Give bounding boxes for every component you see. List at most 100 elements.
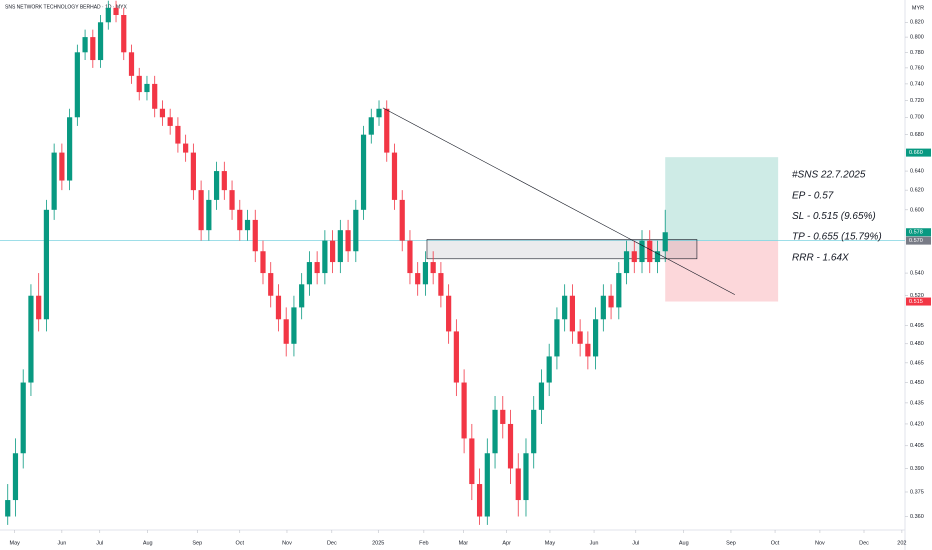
candle-body [554,319,560,357]
candle-body [20,382,26,454]
candle-body [144,83,150,93]
candle-body [353,209,359,252]
candle-body [384,108,390,153]
annotation: #SNS 22.7.2025 [792,170,866,181]
candle-body [430,262,436,274]
annotation: EP - 0.57 [792,190,834,201]
candle-body [198,190,204,231]
candle-body [639,240,645,263]
x-tick-label: Mar [459,540,469,546]
annotation: RRR - 1.64X [792,252,849,263]
y-tick-label: 0.375 [910,489,924,495]
target-area [665,157,779,241]
x-tick-label: Sep [192,540,202,546]
x-tick-label: 2025 [372,540,384,546]
candle-body [592,319,599,357]
x-tick-label: Oct [236,540,245,546]
candle-body [422,262,429,285]
x-tick-label: Aug [679,540,689,546]
annotation: SL - 0.515 (9.65%) [792,211,876,222]
candle-body [368,117,374,135]
candle-body [360,134,367,210]
candle-body [159,108,166,118]
candle-body [113,7,119,16]
price-label: 0.570 [909,238,923,244]
y-tick-label: 0.720 [910,98,924,104]
x-tick-label: May [10,540,21,546]
candle-body [229,190,235,210]
candle-body [631,251,637,263]
candle-body [476,484,483,517]
y-tick-label: 0.405 [910,443,924,449]
candle-body [446,295,452,332]
candle-body [67,117,73,181]
x-tick-label: Jun [590,540,599,546]
candle-body [523,453,529,501]
candle-body [438,273,444,296]
candle-body [662,232,668,252]
price-label-box [906,297,931,306]
y-tick-label: 0.760 [910,65,924,71]
candle-body [376,108,382,118]
y-tick-label: 0.740 [910,81,924,87]
candle-body [608,295,614,308]
y-tick-label: 0.540 [910,271,924,277]
candle-body [461,382,467,439]
candle-body [237,209,243,231]
candle-body [59,152,65,181]
candle-body [121,15,127,53]
candle-body [314,262,320,274]
candle-body [206,199,212,231]
x-tick-label: Jul [632,540,639,546]
candle-body [306,262,313,285]
candle-body [97,22,104,61]
x-tick-label: Oct [771,540,780,546]
candle-body [623,251,630,274]
candle-body [531,409,537,454]
candle-body [190,152,196,191]
y-tick-label: 0.435 [910,400,924,406]
candle-body [647,240,653,263]
candle-body [546,356,552,383]
currency: MYR [912,5,924,11]
candle-body [500,409,506,424]
chart-title: SNS NETWORK TECHNOLOGY BERHAD · 1D · MYX [5,4,127,10]
y-tick-label: 0.620 [910,188,924,194]
x-tick-label: Sep [726,540,736,546]
x-tick-label: Aug [143,540,153,546]
y-tick-label: 0.390 [910,466,924,472]
candle-body [36,295,42,320]
candle-body [5,500,11,517]
candle-body [391,152,398,200]
candle-body [183,143,189,153]
candle-body [453,331,459,383]
candle-body [515,468,521,501]
candle-body [167,117,173,126]
candle-body [616,273,622,308]
candle-body [136,75,142,93]
price-label-box [906,228,931,237]
candle-body [345,230,351,252]
candle-body [43,209,50,320]
price-label-box [906,148,931,157]
candle-body [322,240,328,274]
candle-body [51,152,57,210]
y-tick-label: 0.480 [910,341,924,347]
candle-body [213,171,220,200]
axes: 0.820 0.800 0.780 0.760 0.740 0.720 0.700 0.680… [10,20,931,546]
candle-body [90,37,96,61]
candle-body [569,295,575,332]
candle-body [492,409,498,454]
x-tick-label: Nov [282,540,292,546]
candle-body [507,423,514,469]
candle-body [82,37,88,53]
candle-body [74,52,80,118]
y-tick-label: 0.420 [910,421,924,427]
x-tick-label: 202 [897,540,906,546]
x-tick-label: Dec [859,540,869,546]
candle-body [600,295,606,320]
candle-body [415,273,421,285]
candle-body [562,295,568,320]
